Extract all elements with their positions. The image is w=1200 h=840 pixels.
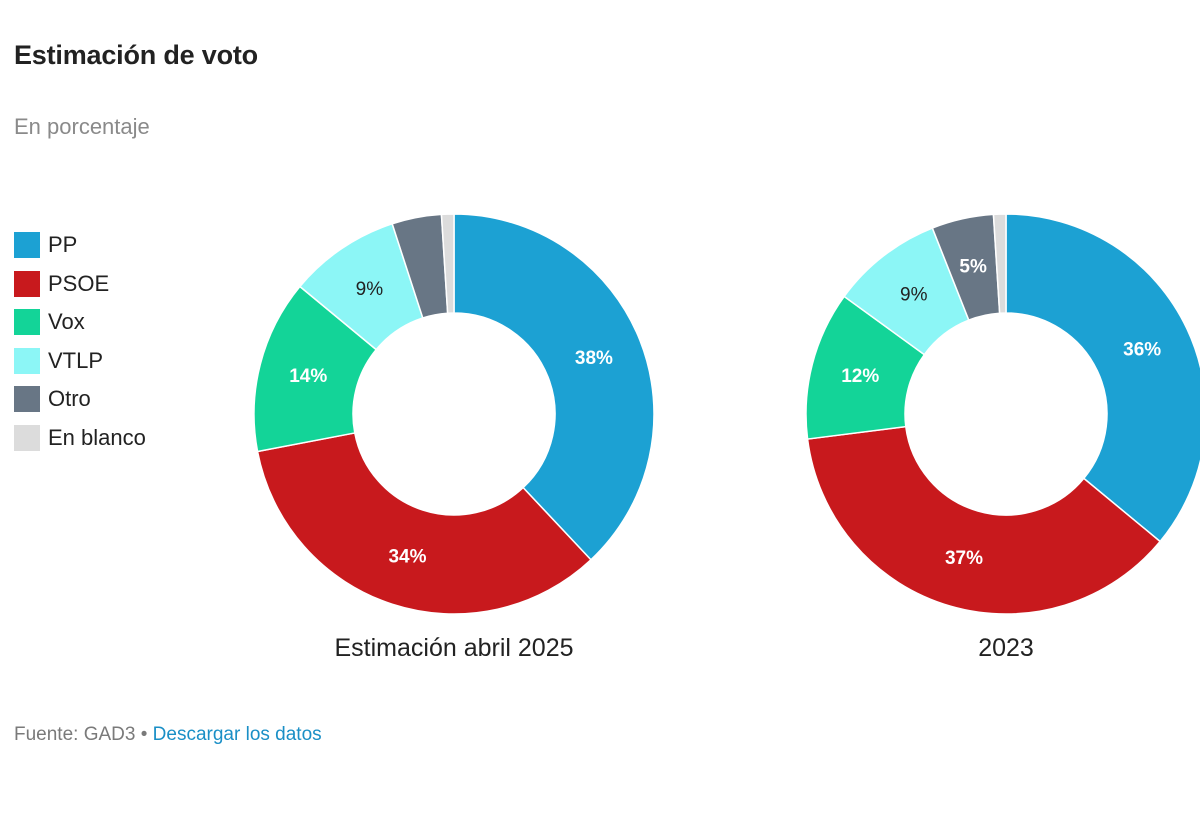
source-text: Fuente: GAD3 • (14, 724, 148, 745)
legend-label-vox: Vox (48, 309, 85, 335)
legend-label-vtlp: VTLP (48, 347, 104, 373)
legend-swatch-vtlp (14, 347, 40, 374)
legend-label-pp: PP (48, 232, 78, 258)
slice-label-psoe-0: 34% (388, 547, 426, 568)
slice-label-vtlp-0: 9% (356, 279, 384, 300)
donut-chart-2023: 36% 37% 12% 9% 5% (805, 213, 1200, 615)
legend-item-en-blanco: En blanco (14, 419, 146, 458)
chart-caption-2025: Estimación abril 2025 (334, 634, 574, 662)
legend-label-en-blanco: En blanco (48, 424, 146, 450)
download-data-link[interactable]: Descargar los datos (152, 724, 322, 745)
legend-swatch-vox (14, 309, 40, 336)
legend-item-otro: Otro (14, 380, 146, 419)
legend: PP PSOE Vox VTLP Otro En blanco (14, 226, 146, 457)
legend-label-psoe: PSOE (48, 270, 110, 296)
chart-title: Estimación de voto (14, 40, 258, 70)
slice-psoe-1 (806, 425, 1162, 615)
slice-label-vox-1: 12% (841, 366, 879, 387)
slice-label-otro-1: 5% (959, 257, 987, 278)
slice-label-pp-1: 36% (1123, 339, 1161, 360)
slice-en-blanco-0 (440, 213, 455, 314)
slice-pp-1 (1005, 213, 1200, 543)
legend-swatch-en-blanco (14, 424, 40, 451)
legend-swatch-otro (14, 386, 40, 413)
legend-item-vox: Vox (14, 303, 146, 342)
slice-psoe-0 (256, 432, 592, 615)
footer: Fuente: GAD3 • Descargar los datos (14, 724, 322, 746)
legend-label-otro: Otro (48, 386, 91, 412)
legend-swatch-psoe (14, 270, 40, 297)
legend-swatch-pp (14, 232, 40, 259)
donut-chart-2025: 38% 34% 14% 9% (253, 213, 655, 615)
chart-caption-2023: 2023 (978, 634, 1034, 662)
slice-label-vox-0: 14% (289, 366, 327, 387)
legend-item-pp: PP (14, 226, 146, 265)
slice-label-psoe-1: 37% (945, 548, 983, 569)
slice-pp-0 (453, 213, 655, 561)
slice-en-blanco-1 (992, 213, 1007, 314)
slice-label-vtlp-1: 9% (900, 285, 928, 306)
chart-subtitle: En porcentaje (14, 114, 150, 139)
legend-item-psoe: PSOE (14, 265, 146, 304)
legend-item-vtlp: VTLP (14, 342, 146, 381)
slice-label-pp-0: 38% (575, 348, 613, 369)
